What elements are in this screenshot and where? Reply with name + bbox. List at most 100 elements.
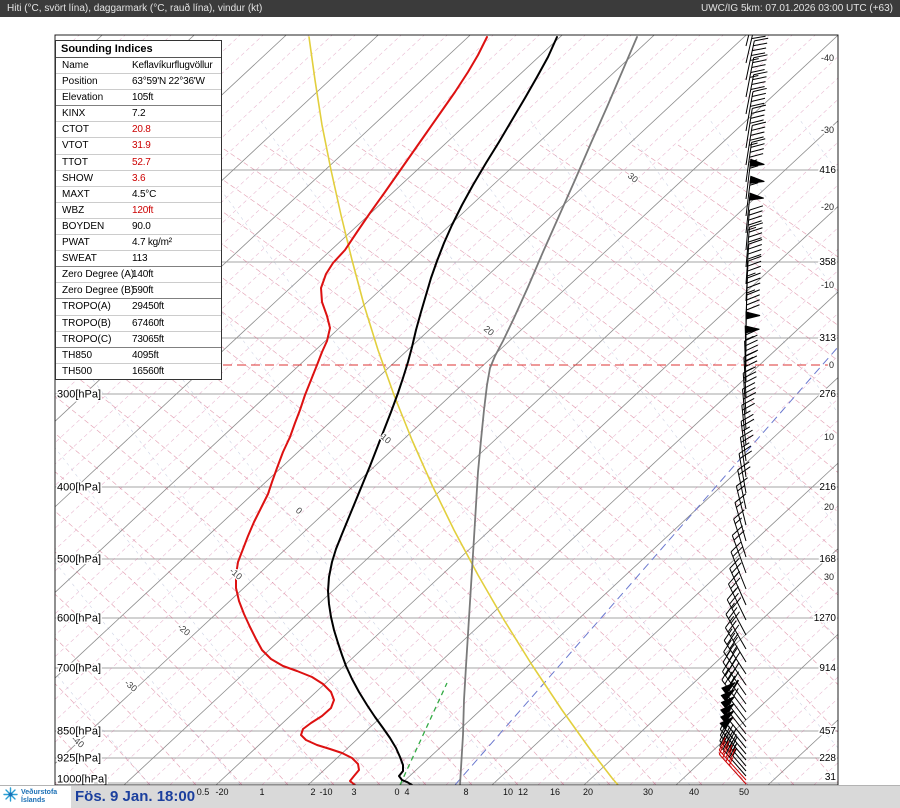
snowflake-logo-icon [3,787,18,807]
indices-row-name: CTOT [62,124,90,136]
aux_yellow-curve [308,36,619,785]
indices-row: TTOT 52.7 [56,155,221,171]
indices-row: MAXT 4.5°C [56,187,221,203]
indices-row: Zero Degree (B) 590ft [56,283,221,300]
pressure-label: 700[hPa] [57,663,101,675]
wind-barb [719,727,747,772]
indices-row-value: 67460ft [132,317,164,329]
indices-row: TROPO(A) 29450ft [56,299,221,316]
wind-barb [742,366,757,414]
wind-barb [745,158,765,200]
adiabat-label: 10 [379,432,393,446]
indices-row-name: VTOT [62,140,89,152]
indices-row: WBZ 120ft [56,203,221,219]
pressure-label: 925[hPa] [57,753,101,765]
wind-barb [726,588,747,636]
indices-row-value: 90.0 [132,220,151,232]
right-temp-label: -40 [821,53,834,63]
model-run-text: UWC/IG 5km: 07.01.2026 03:00 UTC (+63) [700,3,893,14]
valid-time-label: Fös. 9 Jan. 18:00 [75,788,196,805]
bottom-axis-label: 8 [463,787,469,797]
height-label: 416 [819,165,836,176]
height-label: 228 [819,753,836,764]
vedurstofa-logo[interactable]: Veðurstofa Íslands [0,786,71,808]
indices-row-value: 113 [132,253,148,265]
indices-row: SHOW 3.6 [56,171,221,187]
adiabat-label: -30 [123,678,139,694]
indices-row-name: TROPO(B) [62,317,111,329]
pressure-label: 400[hPa] [57,482,101,494]
wind-barb [725,602,747,650]
bottom-axis-label: 10 [502,787,514,797]
wind-barb [722,659,747,705]
wind-barb [731,525,747,574]
sounding-indices-box: Sounding Indices Name Keflavíkurflugvöllu… [55,40,222,380]
indices-row: Elevation 105ft [56,90,221,107]
wind-barb [745,35,757,47]
wind-barb [738,445,753,494]
wind-barb [745,104,767,149]
right-temp-label: 30 [824,572,834,582]
top-info-bar: Hiti (°C, svört lína), daggarmark (°C, r… [0,0,900,17]
indices-row-name: SHOW [62,172,94,184]
indices-row-name: TH850 [62,349,93,361]
indices-row-value: 73065ft [132,333,164,345]
pressure-label: 600[hPa] [57,613,101,625]
indices-row: VTOT 31.9 [56,138,221,155]
height-label: 914 [819,663,836,674]
height-label: 276 [819,389,836,400]
indices-row: TROPO(B) 67460ft [56,316,221,332]
indices-row: BOYDEN 90.0 [56,219,221,236]
wind-barb [733,509,747,558]
right-temp-label: 20 [824,502,834,512]
height-label: 358 [819,257,836,268]
bottom-axis-label: -10 [319,787,333,797]
indices-row-name: Elevation [62,92,104,104]
wind-barb [745,222,764,268]
wind-barb [745,205,764,251]
indices-row-value: 3.6 [132,172,146,184]
right-temp-label: -30 [821,125,834,135]
right-temp-label: -20 [821,202,834,212]
height-label: 313 [819,333,836,344]
right-temp-label: 10 [824,432,834,442]
indices-row-name: TROPO(A) [62,301,111,313]
indices-row-value: 4095ft [132,349,159,361]
bottom-axis-label: 1 [259,787,265,797]
indices-row: KINX 7.2 [56,106,221,123]
indices-row: PWAT 4.7 kg/m² [56,235,221,252]
pressure-label: 850[hPa] [57,726,101,738]
chart-legend-text: Hiti (°C, svört lína), daggarmark (°C, r… [7,3,263,14]
wind-barb [721,667,747,713]
wind-barb [745,54,768,98]
wind-barb [734,493,747,542]
sounding-curves [235,36,638,785]
wind-barb [745,87,767,132]
parcel-curve [459,36,638,785]
indices-row-value: 52.7 [132,156,151,168]
temperature-curve [327,36,558,785]
wind-barb [718,741,747,785]
bottom-axis-label: 40 [688,787,700,797]
indices-row-name: Position [62,76,98,88]
wind-barb [744,325,760,367]
right-temp-label: -10 [821,280,834,290]
indices-row-name: TTOT [62,156,88,168]
pressure-label: 500[hPa] [57,554,101,566]
indices-row: CTOT 20.8 [56,122,221,139]
indices-row-name: TH500 [62,365,93,377]
indices-row: Position 63°59'N 22°36'W [56,74,221,91]
height-label: 216 [819,482,836,493]
wind-barb [730,541,747,590]
indices-row-value: 63°59'N 22°36'W [132,76,205,88]
indices-row-value: 31.9 [132,140,151,152]
bottom-axis-label: 0 [394,787,400,797]
mixing-ratio-green-line [399,682,448,785]
indices-row-name: SWEAT [62,253,97,265]
bottom-axis-label: 16 [549,787,561,797]
indices-row-value: 4.5°C [132,188,157,200]
indices-row-name: BOYDEN [62,220,105,232]
height-label: 457 [819,726,836,737]
adiabat-label: 0 [294,505,304,516]
